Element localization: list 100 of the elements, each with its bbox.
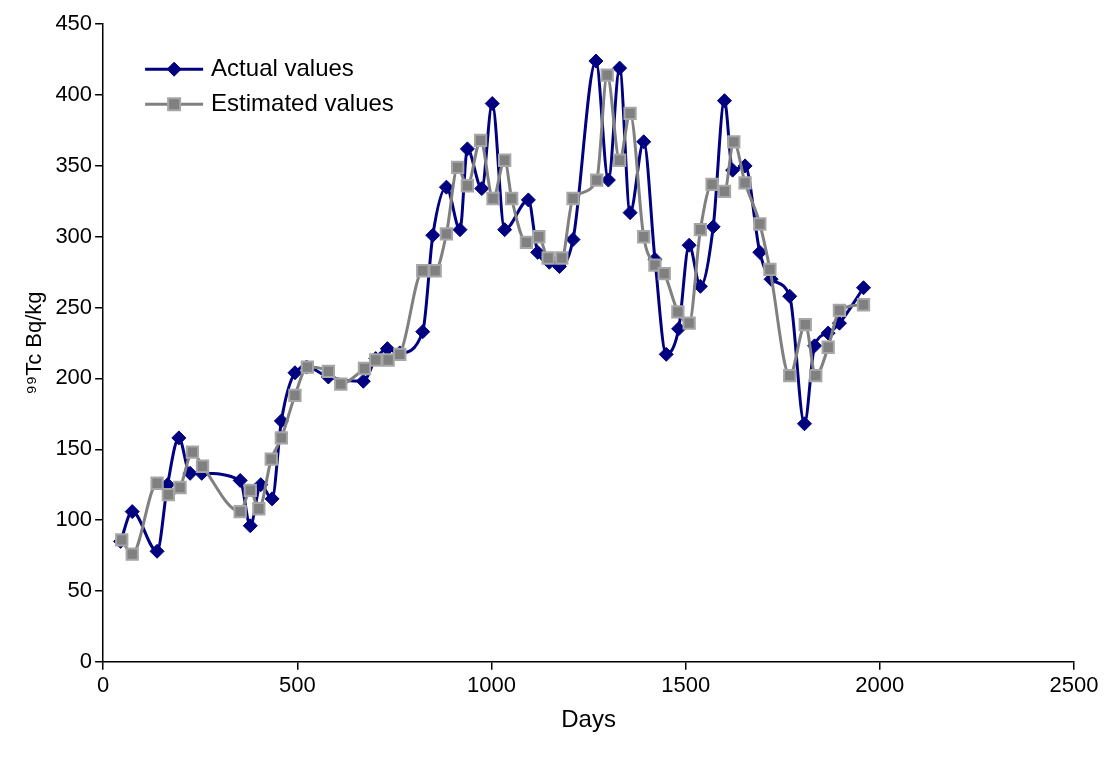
point — [681, 237, 697, 253]
legend-label: Actual values — [211, 53, 354, 81]
point — [334, 377, 348, 391]
point — [565, 232, 581, 248]
point — [727, 135, 741, 149]
point — [658, 346, 674, 362]
point — [161, 487, 176, 502]
point — [671, 305, 685, 319]
point — [637, 230, 651, 244]
point — [541, 251, 555, 265]
point — [612, 153, 627, 167]
point — [150, 476, 164, 490]
point — [264, 491, 280, 507]
point — [415, 324, 431, 340]
point — [274, 431, 289, 445]
x-tick-label: 500 — [278, 672, 316, 698]
point — [195, 459, 210, 473]
x-tick-label: 1500 — [661, 672, 711, 698]
point — [416, 264, 430, 278]
point — [185, 445, 200, 459]
point — [623, 106, 637, 121]
point — [821, 340, 835, 354]
point — [532, 230, 546, 244]
point — [273, 413, 289, 429]
point — [519, 235, 534, 250]
y-tick-label: 150 — [55, 435, 93, 461]
point — [425, 227, 441, 243]
point — [798, 317, 812, 332]
point — [287, 365, 303, 381]
point — [782, 288, 798, 304]
point — [355, 373, 371, 389]
point — [125, 547, 139, 561]
point — [763, 262, 777, 276]
y-tick-label: 250 — [55, 293, 93, 319]
point — [498, 153, 512, 167]
point — [566, 191, 580, 206]
point — [809, 368, 823, 383]
point — [381, 353, 395, 367]
x-tick-label: 1000 — [466, 672, 516, 698]
point — [232, 472, 248, 488]
point — [671, 321, 687, 337]
point — [657, 266, 671, 281]
point — [474, 181, 490, 197]
point — [648, 258, 662, 272]
point — [555, 251, 569, 265]
point — [252, 502, 266, 516]
point — [520, 192, 536, 208]
point — [636, 134, 652, 150]
point — [497, 222, 513, 238]
point — [321, 364, 336, 378]
point — [705, 219, 721, 235]
point — [622, 205, 638, 221]
point — [717, 184, 732, 199]
point — [600, 68, 614, 82]
y-axis-title: ⁹⁹Tc Bq/kg — [21, 291, 47, 395]
x-tick-label: 2000 — [855, 672, 905, 698]
point — [752, 244, 768, 260]
point — [856, 280, 872, 296]
point — [149, 543, 165, 559]
point — [796, 416, 812, 432]
point — [452, 222, 468, 238]
point — [428, 264, 442, 278]
point — [612, 60, 628, 76]
point — [738, 176, 752, 190]
point — [288, 388, 302, 403]
point — [783, 368, 797, 383]
point — [439, 227, 454, 241]
point — [233, 504, 247, 519]
point — [473, 133, 488, 148]
point — [243, 483, 257, 498]
point — [832, 303, 847, 318]
point — [438, 179, 454, 195]
point — [357, 361, 372, 376]
y-tick-label: 50 — [67, 577, 93, 603]
point — [264, 452, 278, 466]
y-tick-label: 100 — [55, 506, 93, 532]
point — [242, 518, 258, 534]
y-tick-label: 400 — [55, 81, 93, 107]
point — [530, 244, 546, 260]
x-tick-label: 0 — [96, 672, 110, 698]
point — [682, 316, 696, 330]
legend-label: Estimated values — [211, 88, 394, 116]
y-tick-label: 450 — [55, 10, 93, 36]
point — [716, 93, 732, 109]
y-tick-label: 350 — [55, 151, 93, 177]
point — [588, 53, 604, 69]
point — [484, 96, 500, 112]
point — [705, 177, 719, 191]
point — [460, 179, 475, 193]
x-tick-label: 2500 — [1049, 672, 1099, 698]
point — [753, 217, 767, 231]
point — [693, 222, 708, 237]
point — [505, 191, 519, 206]
point — [124, 504, 140, 520]
y-tick-label: 300 — [55, 222, 93, 248]
y-tick-label: 200 — [55, 364, 93, 390]
point — [451, 160, 465, 174]
point — [459, 141, 475, 157]
point — [856, 298, 871, 312]
x-axis-title: Days — [561, 705, 616, 733]
